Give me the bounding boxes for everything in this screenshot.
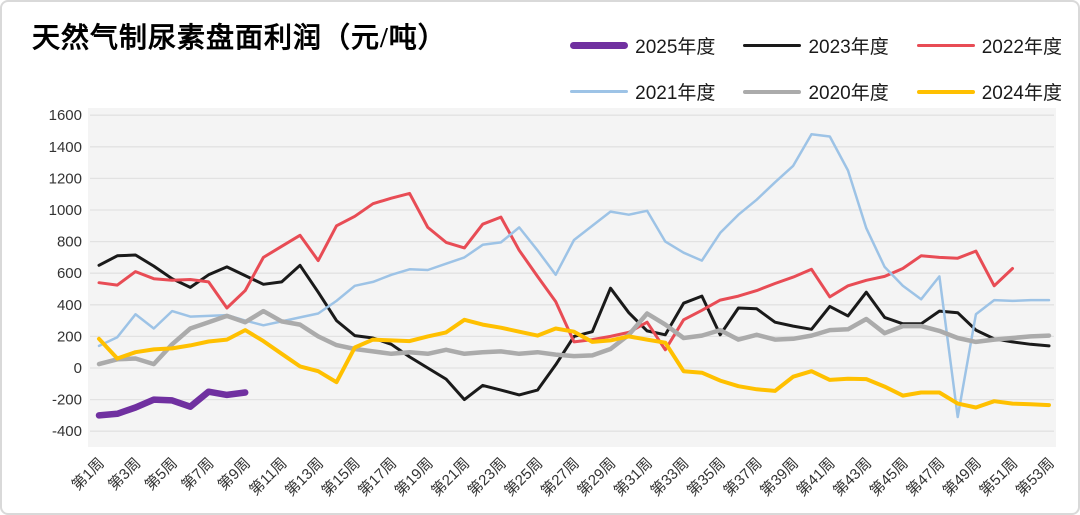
legend-line-swatch	[916, 44, 975, 47]
legend-line-swatch	[743, 89, 802, 94]
series-line-2022年度	[97, 191, 1014, 352]
x-axis-tick-label: 第15周	[318, 454, 364, 500]
series-line-2021年度	[97, 132, 1051, 419]
legend-label: 2024年度	[981, 83, 1062, 104]
y-axis-tick-label: 1000	[49, 202, 82, 219]
y-axis-tick-label: -200	[52, 392, 82, 409]
chart-title: 天然气制尿素盘面利润（元/吨）	[32, 23, 447, 54]
legend-item-2021年度: 2021年度	[570, 78, 715, 105]
x-axis-tick-label: 第51周	[976, 454, 1022, 500]
x-axis-tick-label: 第17周	[354, 454, 400, 500]
x-axis-tick-label: 第53周	[1012, 454, 1058, 500]
x-axis-tick-label: 第35周	[683, 454, 729, 500]
y-axis-tick-label: 200	[57, 328, 82, 345]
x-axis-tick-label: 第23周	[464, 454, 510, 500]
x-axis-tick-label: 第13周	[281, 454, 327, 500]
legend-row-1: 2025年度 2023年度 2022年度	[570, 32, 1062, 59]
x-axis-tick-label: 第31周	[610, 454, 656, 500]
legend-label: 2022年度	[981, 37, 1062, 58]
x-axis-tick-label: 第25周	[501, 454, 547, 500]
series-line-2020年度	[96, 308, 1052, 367]
x-axis-tick-label: 第19周	[391, 454, 437, 500]
legend-line-swatch	[916, 89, 975, 94]
legend-item-2024年度: 2024年度	[916, 78, 1062, 105]
x-axis-tick-label: 第7周	[178, 454, 218, 494]
series-line-2025年度	[95, 388, 249, 419]
x-axis-tick-label: 第21周	[427, 454, 473, 500]
legend-label: 2025年度	[635, 37, 716, 58]
x-axis-tick-label: 第43周	[829, 454, 875, 500]
legend-item-2020年度: 2020年度	[743, 78, 889, 105]
x-axis-tick-label: 第27周	[537, 454, 583, 500]
legend-label: 2021年度	[635, 83, 716, 104]
legend-item-2025年度: 2025年度	[570, 32, 715, 59]
x-axis-tick-label: 第37周	[720, 454, 766, 500]
x-axis-tick-label: 第39周	[756, 454, 802, 500]
x-axis-tick-label: 第41周	[793, 454, 839, 500]
x-axis-tick-label: 第47周	[902, 454, 948, 500]
x-axis-tick-label: 第45周	[866, 454, 912, 500]
legend-item-2023年度: 2023年度	[743, 32, 889, 59]
legend-line-swatch	[743, 44, 802, 47]
y-axis-tick-label: 1600	[49, 107, 82, 124]
legend-row-2: 2021年度 2020年度 2024年度	[570, 78, 1062, 105]
legend-line-swatch	[570, 42, 629, 49]
y-axis-tick-label: 0	[74, 360, 82, 377]
x-axis-tick-label: 第29周	[574, 454, 620, 500]
legend-line-swatch	[570, 90, 629, 93]
y-axis-tick-label: 1200	[49, 170, 82, 187]
legend-item-2022年度: 2022年度	[916, 32, 1062, 59]
x-axis-tick-label: 第3周	[105, 454, 145, 494]
x-axis-tick-label: 第5周	[141, 454, 181, 494]
x-axis-tick-label: 第1周	[68, 454, 108, 494]
y-axis-tick-label: 600	[57, 265, 82, 282]
legend-label: 2023年度	[808, 37, 889, 58]
x-axis-tick-label: 第49周	[939, 454, 985, 500]
legend-label: 2020年度	[808, 83, 889, 104]
y-axis-tick-label: 1400	[49, 139, 82, 156]
series-line-2023年度	[97, 253, 1051, 402]
y-axis-tick-label: -400	[52, 423, 82, 440]
y-axis-tick-label: 800	[57, 234, 82, 251]
y-axis-tick-label: 400	[57, 297, 82, 314]
series-line-2024年度	[97, 317, 1051, 410]
x-axis-tick-label: 第11周	[246, 454, 291, 499]
x-axis-tick-label: 第33周	[647, 454, 693, 500]
